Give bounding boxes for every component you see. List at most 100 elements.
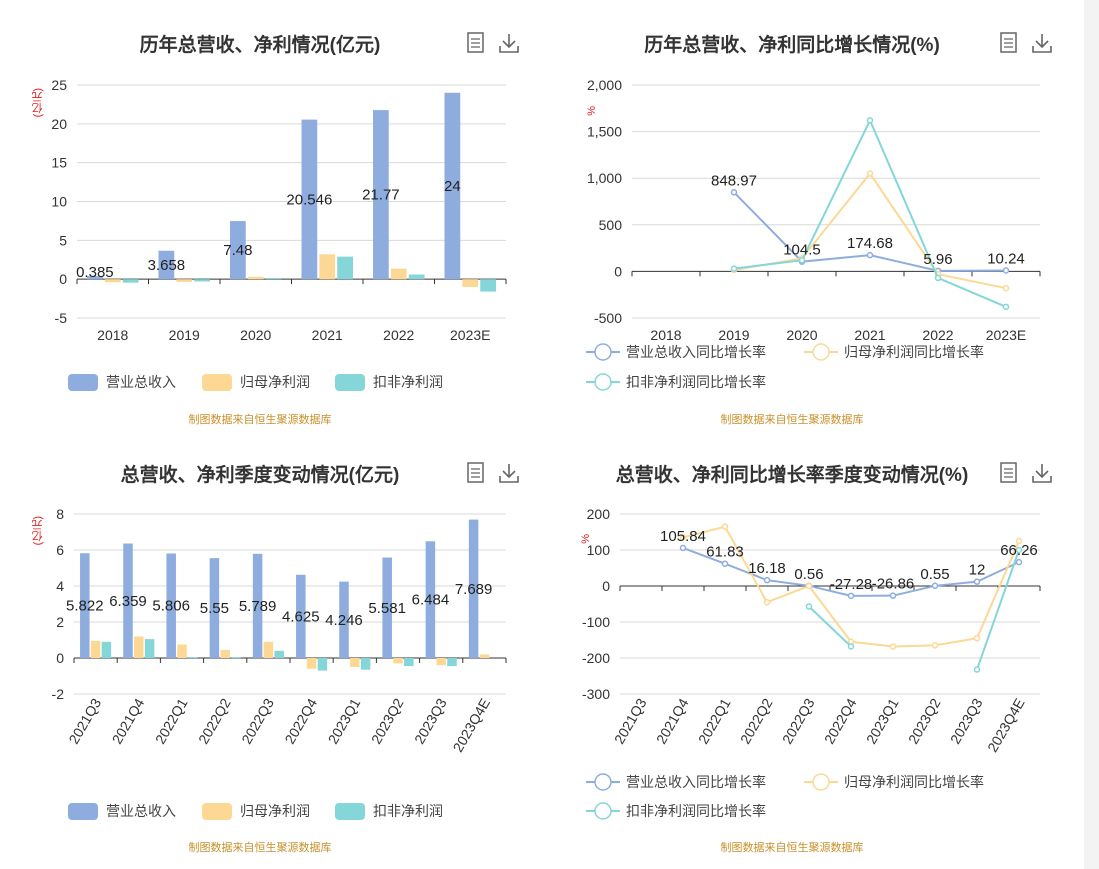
annual-growth-chart: -500 0 500 1,000 1,500 2,000 2018 2019 2020 2021 2… <box>587 77 1041 343</box>
series-point <box>973 666 981 673</box>
panel-title: 总营收、净利季度变动情况(亿元) <box>120 465 400 486</box>
bar <box>104 279 121 283</box>
bar <box>382 557 392 658</box>
bar <box>194 279 210 282</box>
x-tick-label: 2020 <box>240 327 271 343</box>
x-tick-label: 2022Q1 <box>695 695 734 746</box>
data-label: 0.55 <box>920 566 949 583</box>
legend-revenue[interactable]: 营业总收入 <box>68 372 176 392</box>
y-tick-label: -100 <box>582 614 610 630</box>
y-tick-label: -200 <box>582 650 610 666</box>
bar <box>134 636 144 658</box>
document-icon[interactable] <box>466 462 486 484</box>
download-icon[interactable] <box>1031 462 1053 484</box>
series-point <box>931 582 939 590</box>
series-point <box>679 544 687 552</box>
data-label: 16.18 <box>748 560 786 577</box>
data-label: 104.5 <box>783 242 821 259</box>
bar <box>101 641 112 658</box>
document-icon[interactable] <box>999 32 1019 54</box>
legend-label: 归母净利润同比增长率 <box>844 344 984 360</box>
legend-label: 扣非净利润 <box>373 803 443 819</box>
series-point <box>847 592 855 600</box>
bar <box>373 110 389 280</box>
series-point <box>763 598 771 606</box>
legend-swatch <box>586 342 620 362</box>
series-point <box>847 643 855 650</box>
download-icon[interactable] <box>498 462 520 484</box>
series-point <box>805 582 813 590</box>
data-label: 7.48 <box>223 242 252 259</box>
legend-deducted-net-profit-growth[interactable]: 扣非净利润同比增长率 <box>586 372 766 392</box>
legend-label: 扣非净利润 <box>373 374 443 390</box>
data-label: 5.789 <box>239 598 277 615</box>
y-tick-label: -2 <box>52 686 65 702</box>
legend-net-profit[interactable]: 归母净利润 <box>202 372 310 392</box>
bar <box>176 279 193 282</box>
data-label: 4.246 <box>325 612 363 629</box>
bar <box>90 640 101 658</box>
x-tick-label: 2018 <box>97 327 128 343</box>
legend-label: 扣非净利润同比增长率 <box>626 803 766 819</box>
download-icon[interactable] <box>1031 32 1053 54</box>
bar <box>425 541 436 658</box>
series-point <box>889 592 897 599</box>
x-tick-label: 2023Q3 <box>947 695 986 746</box>
x-tick-label: 2022 <box>922 327 953 343</box>
legend-label: 归母净利润同比增长率 <box>844 774 984 790</box>
document-icon[interactable] <box>999 462 1019 484</box>
x-tick-label: 2019 <box>718 327 749 343</box>
legend-deducted-net-profit[interactable]: 扣非净利润 <box>335 801 443 821</box>
bar <box>177 644 187 658</box>
document-icon[interactable] <box>466 32 486 54</box>
download-icon[interactable] <box>498 32 520 54</box>
x-tick-label: 2021Q3 <box>65 695 104 746</box>
legend-net-profit-growth[interactable]: 归母净利润同比增长率 <box>804 772 984 792</box>
data-label: 66.26 <box>1000 542 1038 559</box>
data-label: 5.822 <box>66 598 104 615</box>
legend-revenue[interactable]: 营业总收入 <box>68 801 176 821</box>
x-tick-label: 2023E <box>986 327 1026 343</box>
legend-label: 营业总收入 <box>106 374 176 390</box>
x-tick-label: 2019 <box>169 327 200 343</box>
bar <box>306 658 317 669</box>
x-tick-label: 2018 <box>650 327 681 343</box>
y-tick-label: 200 <box>587 506 611 522</box>
x-tick-label: 2022Q4 <box>821 695 860 746</box>
legend-deducted-net-profit-growth[interactable]: 扣非净利润同比增长率 <box>586 801 766 821</box>
y-tick-label: 0 <box>59 271 67 287</box>
bar <box>480 279 496 292</box>
bar <box>296 574 306 658</box>
data-label: 21.77 <box>362 187 400 204</box>
data-label: 6.484 <box>412 592 450 609</box>
series-point <box>721 560 729 567</box>
y-tick-label: 100 <box>587 542 611 558</box>
series-point <box>1002 303 1010 311</box>
series-point <box>973 578 981 585</box>
series-point <box>730 189 738 196</box>
legend-revenue-growth[interactable]: 营业总收入同比增长率 <box>586 342 766 362</box>
series-line <box>976 549 1020 670</box>
y-tick-label: 0 <box>614 263 622 279</box>
x-tick-label: 2021Q4 <box>109 695 148 746</box>
bar <box>301 119 318 280</box>
bar <box>87 276 103 280</box>
x-tick-label: 2023Q4E <box>450 696 493 755</box>
legend-revenue-growth[interactable]: 营业总收入同比增长率 <box>586 772 766 792</box>
y-tick-label: 5 <box>59 232 67 248</box>
source-note: 制图数据来自恒生聚源数据库 <box>720 414 864 426</box>
series-point <box>1015 537 1023 545</box>
x-tick-label: 2023Q1 <box>325 695 364 746</box>
legend-label: 营业总收入同比增长率 <box>626 344 766 360</box>
series-point <box>931 642 939 649</box>
legend-deducted-net-profit[interactable]: 扣非净利润 <box>335 372 443 392</box>
bar <box>158 250 175 280</box>
x-tick-label: 2023Q1 <box>863 695 902 746</box>
y-tick-label: 15 <box>51 155 67 171</box>
data-label: 12 <box>969 562 986 579</box>
y-tick-label: -500 <box>594 310 622 326</box>
y-tick-label: 500 <box>599 217 623 233</box>
legend-net-profit[interactable]: 归母净利润 <box>202 801 310 821</box>
legend-net-profit-growth[interactable]: 归母净利润同比增长率 <box>804 342 984 362</box>
data-label: 5.806 <box>152 598 190 615</box>
